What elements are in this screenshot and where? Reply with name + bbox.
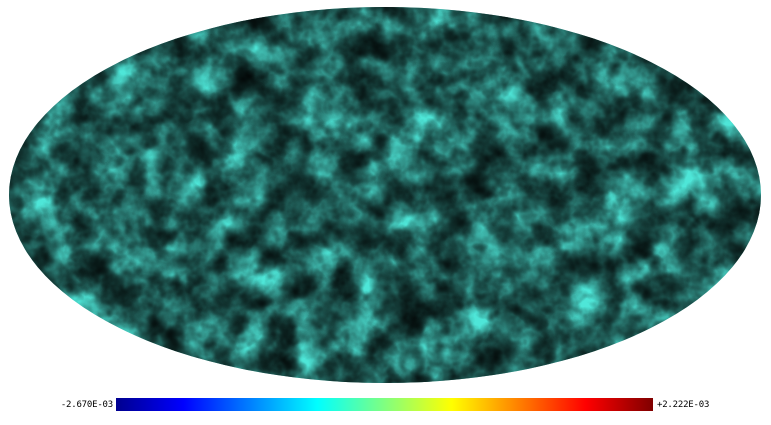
colorbar-min-label: -2.670E-03 (60, 400, 113, 410)
sky-map (9, 7, 761, 383)
colorbar-max-label: +2.222E-03 (657, 400, 710, 410)
colorbar-gradient (116, 398, 653, 411)
colorbar: -2.670E-03 +2.222E-03 (0, 398, 771, 414)
